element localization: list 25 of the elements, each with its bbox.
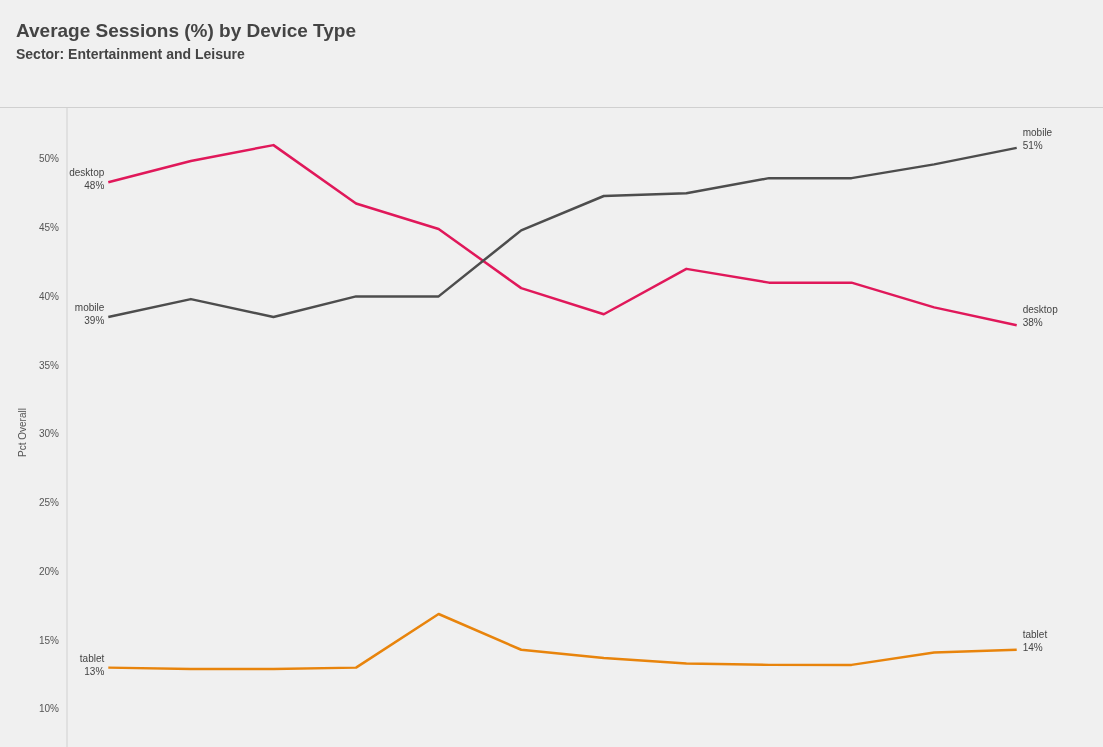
data-label: 39% [84, 315, 105, 326]
text: tablet [1022, 628, 1048, 640]
chart-subtitle: Sector: Entertainment and Leisure [16, 46, 245, 62]
y-tick-label: 20% [38, 565, 60, 577]
y-tick-label: 40% [38, 290, 60, 302]
y-tick-label: 35% [38, 359, 60, 371]
line-series [107, 612, 1018, 671]
data-label: 51% [1022, 139, 1043, 151]
text: mobile [1022, 126, 1053, 138]
series-label: desktop [69, 167, 105, 179]
data-label: 38% [1022, 317, 1043, 329]
text: desktop [1022, 304, 1058, 316]
series-label: mobile [74, 302, 105, 313]
data-label: 48% [84, 180, 105, 192]
series-label: tablet [79, 652, 105, 664]
y-tick-label: 50% [38, 153, 60, 165]
y-tick-label: 10% [38, 703, 60, 715]
y-tick-label: 30% [38, 428, 60, 440]
chart-title: Average Sessions (%) by Device Type [16, 20, 357, 42]
y-tick-label: 45% [38, 222, 60, 234]
y-tick-label: 15% [38, 634, 60, 646]
y-tick-label: 25% [38, 497, 60, 509]
data-label: 14% [1022, 641, 1043, 653]
y-axis-title: Pct Overall [16, 408, 28, 457]
data-label: 13% [84, 665, 105, 677]
